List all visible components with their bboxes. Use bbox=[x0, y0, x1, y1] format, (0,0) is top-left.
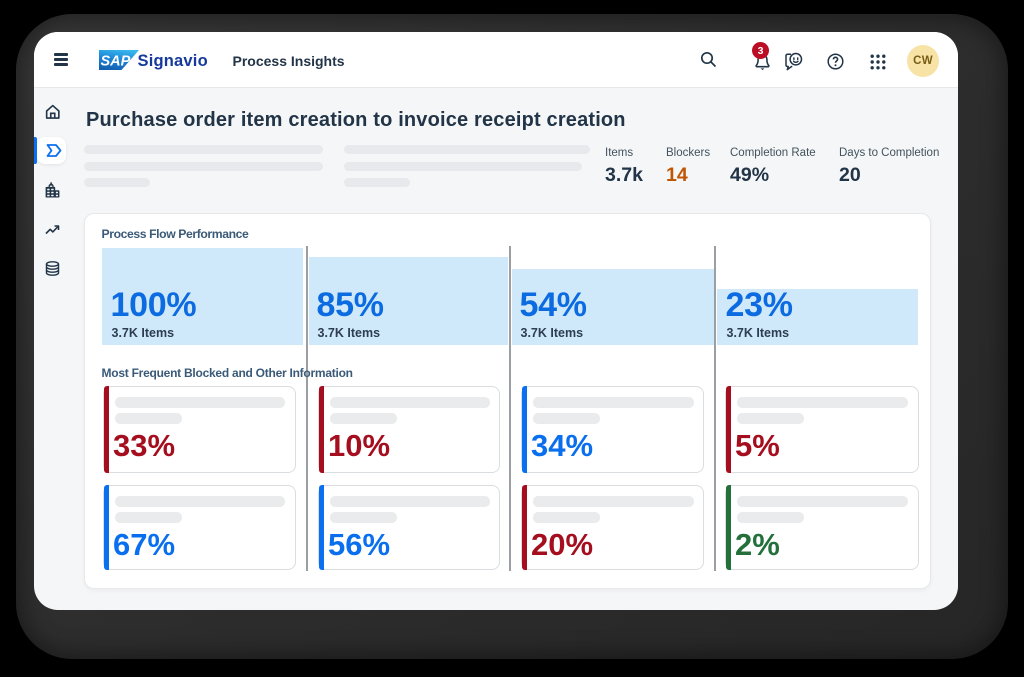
svg-text:SAP: SAP bbox=[101, 54, 131, 70]
